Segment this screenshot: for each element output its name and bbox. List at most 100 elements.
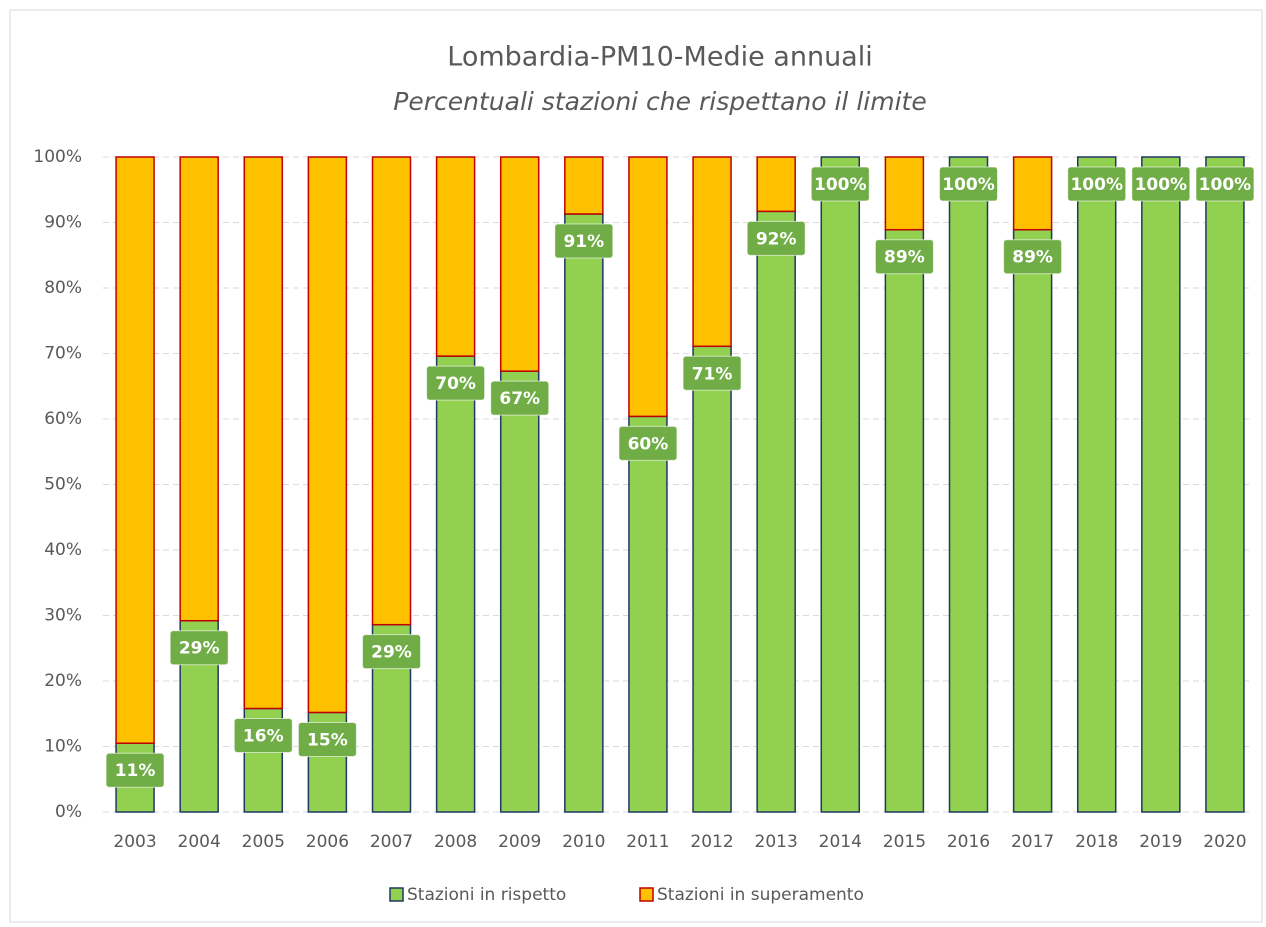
bar-segment [499,156,540,372]
data-label: 100% [939,166,998,202]
x-tick-label: 2010 [562,832,605,852]
data-label: 100% [1195,166,1255,202]
data-label-text: 29% [371,643,412,663]
x-tick-label: 2007 [370,832,413,852]
data-label: 100% [1131,166,1191,202]
data-label-text: 100% [814,175,867,195]
data-label-box [1131,166,1191,202]
data-label-text: 100% [942,175,995,195]
data-label-text: 100% [1199,175,1252,195]
data-label-text: 71% [692,364,733,384]
x-tick-label: 2015 [883,832,926,852]
data-label-box [490,380,550,416]
data-label: 100% [1067,166,1127,202]
bar-segment [1076,156,1117,813]
x-tick-label: 2008 [434,832,477,852]
bar-segment [243,156,284,710]
bar-segment [1205,156,1245,813]
bar-segment [692,156,732,348]
y-tick-label: 60% [44,409,82,429]
data-label: 29% [169,630,229,666]
data-label-text: 100% [1135,175,1188,195]
data-label-text: 29% [179,639,220,659]
data-label-text: 60% [628,434,669,454]
bar-segment [628,156,668,418]
y-tick-label: 10% [44,737,82,757]
data-label: 92% [746,220,806,256]
bar-segment [435,355,476,813]
bar-segment [564,213,604,813]
data-label: 71% [682,355,742,391]
legend-swatch [639,887,654,902]
bar-segment [884,156,925,231]
y-tick-label: 0% [55,802,82,822]
data-label: 70% [426,365,486,401]
data-label: 60% [618,425,678,461]
data-label-text: 16% [243,727,284,747]
x-tick-label: 2009 [498,832,541,852]
data-label-text: 70% [435,374,476,394]
bar-segment [948,156,989,813]
x-tick-label: 2014 [819,832,862,852]
y-tick-label: 30% [44,606,82,626]
x-tick-label: 2003 [113,832,156,852]
y-tick-label: 100% [33,147,82,167]
chart-subtitle: Percentuali stazioni che rispettano il l… [393,87,926,116]
data-label-box [1195,166,1255,202]
x-tick-label: 2012 [690,832,733,852]
x-tick-label: 2011 [626,832,669,852]
data-label-box [426,365,486,401]
data-label-box [233,718,293,754]
bar-segment [179,156,219,622]
x-tick-label: 2004 [178,832,221,852]
data-label-text: 67% [499,389,540,409]
data-label-box [297,721,357,757]
data-label: 67% [490,380,550,416]
bar-segment [692,345,732,813]
data-label-box [1003,239,1063,275]
y-tick-label: 90% [44,213,82,233]
data-label-box [874,239,934,275]
data-label: 11% [105,752,165,788]
bar-segment [307,156,348,714]
y-tick-label: 40% [44,540,82,560]
data-label: 29% [362,634,421,670]
x-tick-label: 2005 [242,832,285,852]
data-label: 16% [233,718,293,754]
data-label-text: 89% [1012,248,1053,268]
data-label-box [682,355,742,391]
legend-label: Stazioni in rispetto [407,885,566,905]
data-label-box [810,166,870,202]
data-label-box [105,752,165,788]
y-tick-label: 20% [44,671,82,691]
bar-segment [435,156,476,357]
x-tick-label: 2016 [947,832,990,852]
data-label-box [554,223,614,259]
x-tick-label: 2017 [1011,832,1054,852]
y-tick-label: 70% [44,344,82,364]
x-tick-label: 2006 [306,832,349,852]
data-label-text: 92% [756,229,797,249]
legend-swatch [389,887,404,902]
bar-segment [499,370,540,813]
data-label-box [362,634,421,670]
bar-segment [1141,156,1181,813]
data-label-text: 89% [884,248,925,268]
bar-segment [1012,156,1053,231]
data-label: 89% [1003,239,1063,275]
legend-label: Stazioni in superamento [657,885,864,905]
data-label-text: 11% [115,761,156,781]
x-tick-label: 2013 [755,832,798,852]
x-tick-label: 2018 [1075,832,1118,852]
bar-segment [1012,228,1053,813]
data-label-box [939,166,998,202]
chart-title: Lombardia-PM10-Medie annuali [447,42,872,73]
data-label-box [746,220,806,256]
y-tick-label: 80% [44,278,82,298]
bar-segment [115,156,155,744]
bar-segment [820,156,861,813]
y-tick-label: 50% [44,475,82,495]
x-tick-label: 2020 [1203,832,1246,852]
x-tick-label: 2019 [1139,832,1182,852]
